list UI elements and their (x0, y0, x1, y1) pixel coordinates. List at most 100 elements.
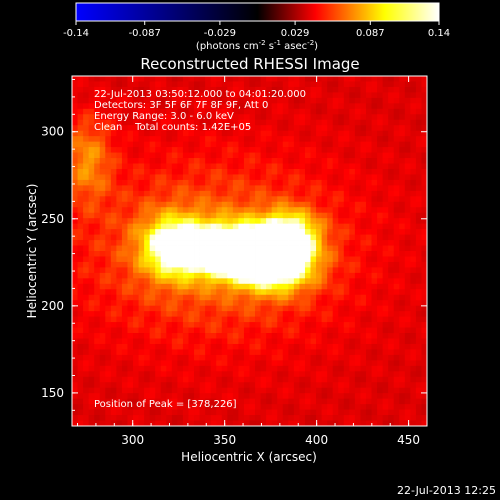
heatmap-cell (177, 305, 184, 312)
heatmap-cell (304, 174, 311, 181)
heatmap-cell (399, 409, 406, 416)
heatmap-cell (321, 103, 328, 110)
heatmap-cell (271, 261, 278, 268)
heatmap-cell (388, 201, 395, 208)
heatmap-cell (382, 136, 389, 143)
heatmap-cell (388, 229, 395, 235)
heatmap-cell (293, 343, 300, 350)
heatmap-cell (72, 190, 78, 197)
heatmap-cell (210, 409, 217, 416)
heatmap-cell (121, 251, 128, 257)
heatmap-cell (310, 218, 317, 225)
heatmap-cell (77, 338, 84, 345)
heatmap-cell (316, 333, 323, 339)
heatmap-cell (316, 387, 323, 394)
heatmap-cell (393, 398, 400, 405)
heatmap-cell (171, 245, 178, 252)
heatmap-cell (266, 267, 273, 274)
heatmap-cell (304, 92, 311, 99)
heatmap-cell (277, 196, 284, 203)
heatmap-cell (277, 141, 284, 148)
heatmap-cell (365, 322, 372, 328)
heatmap-cell (371, 86, 378, 93)
heatmap-cell (255, 382, 261, 389)
heatmap-cell (277, 76, 284, 82)
heatmap-cell (216, 333, 223, 339)
heatmap-cell (327, 119, 334, 126)
heatmap-cell (105, 136, 112, 143)
heatmap-cell (415, 152, 422, 159)
heatmap-cell (188, 289, 195, 296)
heatmap-cell (349, 147, 356, 153)
heatmap-cell (238, 130, 245, 137)
heatmap-cell (116, 360, 123, 367)
heatmap-cell (144, 409, 151, 416)
heatmap-cell (393, 152, 400, 159)
heatmap-cell (382, 207, 389, 214)
heatmap-cell (282, 92, 289, 99)
heatmap-cell (266, 81, 273, 88)
heatmap-cell (260, 92, 267, 99)
heatmap-cell (349, 420, 356, 427)
heatmap-cell (171, 404, 178, 410)
heatmap-cell (232, 371, 239, 378)
heatmap-cell (138, 240, 145, 246)
heatmap-cell (332, 240, 339, 246)
heatmap-cell (216, 398, 223, 405)
heatmap-cell (365, 201, 372, 208)
heatmap-cell (210, 294, 217, 301)
heatmap-cell (243, 261, 250, 268)
heatmap-cell (238, 174, 245, 181)
heatmap-cell (343, 256, 350, 263)
heatmap-cell (377, 333, 384, 339)
heatmap-cell (304, 97, 311, 104)
heatmap-cell (127, 338, 134, 345)
heatmap-cell (227, 158, 234, 164)
heatmap-cell (210, 92, 217, 99)
heatmap-cell (277, 256, 284, 263)
heatmap-cell (377, 163, 384, 170)
heatmap-cell (160, 76, 167, 82)
heatmap-cell (77, 223, 84, 230)
heatmap-cell (249, 322, 256, 328)
annotation-block: 22-Jul-2013 03:50:12.000 to 04:01:20.000… (94, 89, 306, 410)
heatmap-cell (133, 387, 139, 394)
heatmap-cell (188, 158, 195, 164)
heatmap-cell (199, 125, 206, 132)
heatmap-cell (293, 196, 300, 203)
heatmap-cell (349, 376, 356, 383)
heatmap-cell (166, 333, 173, 339)
heatmap-cell (216, 97, 223, 104)
heatmap-cell (399, 365, 406, 372)
heatmap-cell (182, 240, 189, 246)
heatmap-cell (332, 327, 339, 334)
heatmap-cell (277, 311, 284, 318)
heatmap-cell (255, 76, 261, 82)
heatmap-cell (332, 409, 339, 416)
heatmap-cell (377, 349, 384, 356)
heatmap-cell (316, 245, 323, 252)
heatmap-cell (415, 338, 422, 345)
heatmap-cell (194, 289, 200, 296)
heatmap-cell (232, 147, 239, 153)
heatmap-cell (227, 256, 234, 263)
heatmap-cell (160, 371, 167, 378)
heatmap-cell (149, 404, 156, 410)
heatmap-cell (277, 163, 284, 170)
heatmap-cell (260, 86, 267, 93)
heatmap-cell (199, 201, 206, 208)
heatmap-cell (388, 272, 395, 279)
heatmap-cell (210, 103, 217, 110)
heatmap-cell (360, 371, 367, 378)
heatmap-cell (399, 360, 406, 367)
heatmap-cell (238, 245, 245, 252)
heatmap-cell (160, 365, 167, 372)
heatmap-cell (127, 256, 134, 263)
heatmap-cell (116, 218, 123, 225)
heatmap-cell (343, 86, 350, 93)
heatmap-cell (88, 174, 95, 181)
heatmap-cell (271, 354, 278, 361)
heatmap-cell (343, 207, 350, 214)
heatmap-cell (72, 212, 78, 219)
heatmap-cell (127, 114, 134, 121)
